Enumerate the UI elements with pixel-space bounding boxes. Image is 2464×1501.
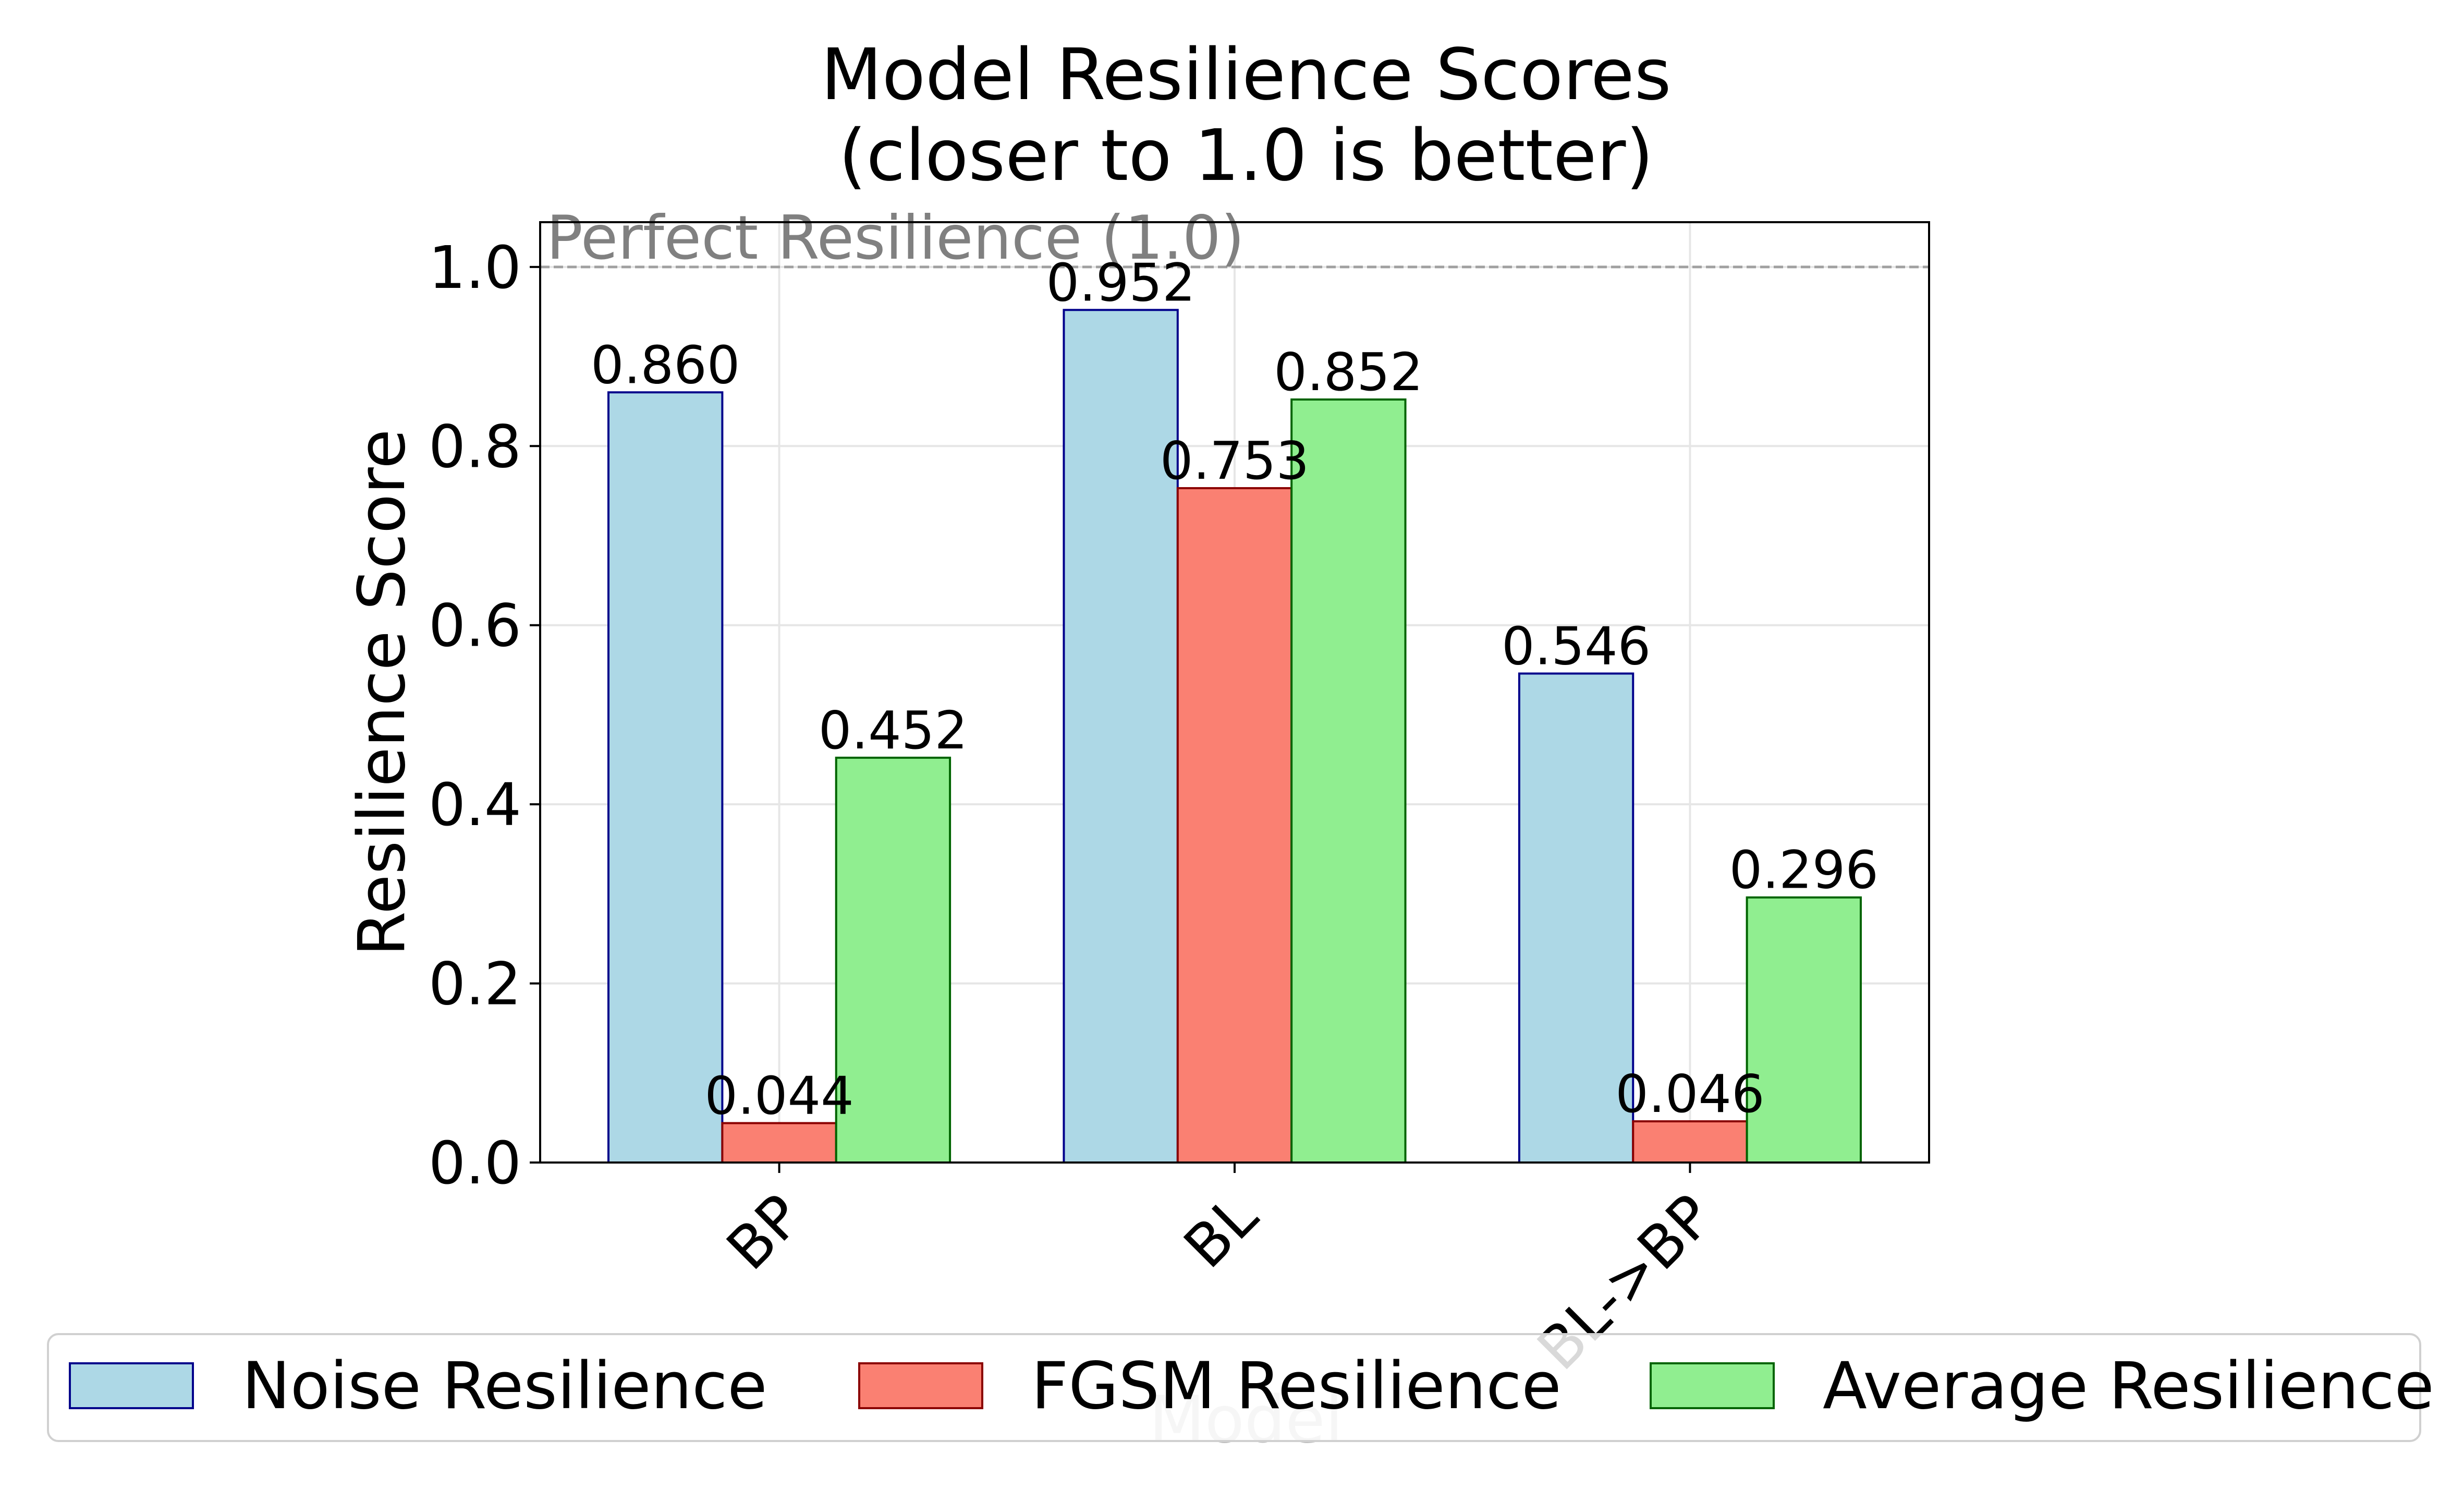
reference-line-label: Perfect Resilience (1.0) xyxy=(546,203,1245,273)
legend-label-2: Average Resilience xyxy=(1823,1349,2434,1424)
data-label-1-0: 0.044 xyxy=(704,1065,853,1126)
y-axis-label: Resilience Score xyxy=(345,429,420,957)
bar-2-0 xyxy=(835,756,952,1164)
bar-0-1 xyxy=(1063,309,1179,1164)
data-label-2-2: 0.296 xyxy=(1729,840,1879,901)
bar-1-2 xyxy=(1632,1120,1748,1164)
x-tick-label-1: BL xyxy=(1172,1182,1271,1281)
legend-frame xyxy=(47,1333,2421,1442)
data-label-0-1: 0.952 xyxy=(1046,252,1195,313)
y-tick-label-1: 0.2 xyxy=(429,951,521,1019)
chart-title-line-1: Model Resilience Scores xyxy=(821,34,1671,116)
data-label-0-0: 0.860 xyxy=(591,334,740,395)
chart-title: Model Resilience Scores (closer to 1.0 i… xyxy=(821,34,1671,197)
legend: Noise Resilience FGSM Resilience Average R… xyxy=(47,1333,2434,1442)
x-tick-label-0: BP xyxy=(714,1182,815,1283)
legend-label-0: Noise Resilience xyxy=(242,1349,767,1424)
y-tick-label-5: 1.0 xyxy=(429,234,521,302)
legend-swatch-1 xyxy=(858,1362,983,1409)
y-axis: 0.0 0.2 0.4 0.6 0.8 1.0 xyxy=(429,234,540,1197)
bar-2-1 xyxy=(1290,398,1407,1164)
y-tick-label-4: 0.8 xyxy=(429,413,521,481)
legend-swatch-2 xyxy=(1650,1362,1775,1409)
y-tick-label-3: 0.6 xyxy=(429,592,521,660)
data-label-0-2: 0.546 xyxy=(1502,615,1651,676)
reference-line-group: Perfect Resilience (1.0) xyxy=(540,203,1929,273)
bar-1-1 xyxy=(1176,487,1293,1164)
data-labels-group: 0.860 0.952 0.546 0.044 0.753 0.046 0.452 0.852… xyxy=(591,252,1879,1126)
data-label-1-2: 0.046 xyxy=(1615,1063,1764,1124)
bar-0-2 xyxy=(1518,672,1634,1164)
data-label-2-0: 0.452 xyxy=(819,700,968,761)
data-label-2-1: 0.852 xyxy=(1274,342,1423,403)
bars-group xyxy=(607,309,1862,1164)
y-tick-label-0: 0.0 xyxy=(429,1130,521,1197)
data-label-1-1: 0.753 xyxy=(1160,430,1309,491)
legend-swatch-0 xyxy=(69,1362,194,1409)
bar-2-2 xyxy=(1746,896,1862,1164)
bar-1-0 xyxy=(721,1122,837,1164)
bar-0-0 xyxy=(607,391,724,1164)
legend-label-1: FGSM Resilience xyxy=(1031,1349,1562,1424)
y-tick-label-2: 0.4 xyxy=(429,771,521,839)
chart-title-line-2: (closer to 1.0 is better) xyxy=(839,115,1654,197)
